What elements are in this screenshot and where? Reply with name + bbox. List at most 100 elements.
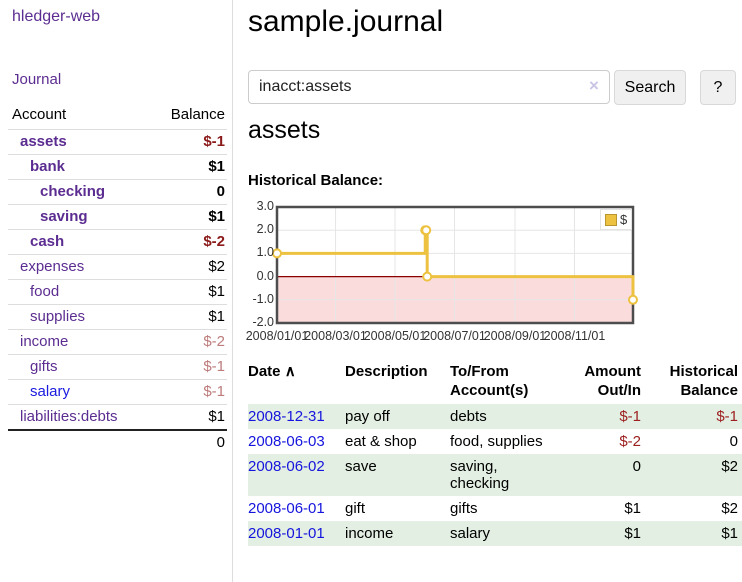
sidebar-account-balance: $1 [151, 404, 227, 430]
sidebar-account-link[interactable]: income [20, 333, 69, 350]
sidebar-account-row: saving $1 [8, 204, 227, 230]
sidebar-account-row: gifts $-1 [8, 354, 227, 380]
sidebar-account-row: liabilities:debts $1 [8, 404, 227, 430]
transaction-date-link[interactable]: 2008-01-01 [248, 525, 325, 542]
sidebar-account-link[interactable]: food [30, 283, 60, 300]
sidebar-account-row: income $-2 [8, 329, 227, 355]
register-cell-accounts: salary [450, 525, 491, 542]
register-row: 2008-06-02 save saving, checking 0 $2 [248, 454, 742, 496]
register-row: 2008-06-03 eat & shop food, supplies $-2 0 [248, 429, 742, 454]
register-header-balance: Historical Balance [669, 363, 738, 399]
register-cell-balance: $2 [721, 500, 738, 517]
transaction-date-link[interactable]: 2008-06-01 [248, 500, 325, 517]
sort-asc-icon: ∧ [284, 363, 296, 380]
sidebar-account-row: supplies $1 [8, 304, 227, 330]
sidebar-account-link[interactable]: liabilities:debts [20, 408, 118, 425]
y-axis-tick-label: 2.0 [256, 222, 274, 237]
sidebar-account-row: bank $1 [8, 154, 227, 180]
sidebar-account-balance: $-2 [151, 329, 227, 355]
register-cell-accounts: saving, checking [450, 458, 510, 492]
register-header-description: Description [345, 363, 428, 380]
transaction-date-link[interactable]: 2008-06-02 [248, 458, 325, 475]
sidebar-account-link[interactable]: checking [40, 183, 106, 200]
sidebar-account-balance: 0 [151, 179, 227, 205]
sidebar-account-link[interactable]: saving [40, 208, 88, 225]
chart-legend: $ [600, 209, 633, 230]
y-axis-tick-label: -1.0 [252, 291, 274, 306]
sidebar-item-journal[interactable]: Journal [12, 71, 62, 88]
register-cell-description: gift [345, 500, 366, 517]
x-axis-tick-label: 2008/03/01 [304, 329, 367, 343]
sidebar-account-link[interactable]: expenses [20, 258, 85, 275]
register-cell-balance: $1 [721, 525, 738, 542]
chart-title: Historical Balance: [248, 172, 384, 189]
y-axis-tick-label: -2.0 [252, 315, 274, 329]
clear-search-icon[interactable]: × [589, 76, 599, 95]
transaction-date-link[interactable]: 2008-06-03 [248, 433, 325, 450]
register-cell-date: 2008-06-03 [248, 429, 345, 454]
register-header-amount: Amount Out/In [584, 363, 641, 399]
register-header-date-label: Date [248, 363, 281, 380]
chart-canvas [272, 205, 638, 325]
x-axis-tick-label: 2008/09/01 [483, 329, 547, 343]
register-cell-balance: 0 [729, 433, 738, 450]
accounts-header-balance: Balance [170, 106, 225, 123]
data-point-marker [628, 294, 638, 305]
sidebar-account-row: expenses $2 [8, 254, 227, 280]
sidebar-account-link[interactable]: supplies [30, 308, 86, 325]
register-cell-accounts: gifts [450, 500, 478, 517]
accounts-header-account: Account [12, 106, 67, 123]
x-axis-tick-label: 2008/07/01 [423, 329, 486, 343]
register-cell-accounts: debts [450, 408, 487, 425]
register-row: 2008-12-31 pay off debts $-1 $-1 [248, 404, 742, 429]
sidebar-account-link[interactable]: assets [20, 133, 67, 150]
sidebar-account-link[interactable]: salary [30, 383, 71, 400]
search-button[interactable]: Search [614, 70, 686, 105]
sidebar-account-link[interactable]: cash [30, 233, 65, 250]
sidebar-account-balance: $-1 [151, 379, 227, 405]
legend-swatch-icon [605, 213, 617, 226]
sidebar-account-balance: $-2 [151, 229, 227, 255]
sidebar-account-link[interactable]: bank [30, 158, 66, 175]
sidebar-account-row: cash $-2 [8, 229, 227, 255]
sidebar-account-balance: $-1 [151, 129, 227, 155]
sidebar: hledger-web Journal Account Balance asse… [0, 0, 233, 582]
register-header-date[interactable]: Date ∧ [248, 358, 345, 404]
help-button[interactable]: ? [700, 70, 736, 105]
register-cell-date: 2008-12-31 [248, 404, 345, 429]
sidebar-account-balance: $-1 [151, 354, 227, 380]
register-row: 2008-01-01 income salary $1 $1 [248, 521, 742, 546]
accounts-total-row: 0 [8, 429, 227, 455]
register-cell-description: save [345, 458, 377, 475]
sidebar-account-row: food $1 [8, 279, 227, 305]
register-cell-description: eat & shop [345, 433, 417, 450]
page-title: sample.journal [248, 5, 444, 38]
search-bar: × Search ? [248, 70, 742, 106]
register-cell-accounts: food, supplies [450, 433, 543, 450]
register-cell-date: 2008-06-02 [248, 454, 345, 496]
register-row: 2008-06-01 gift gifts $1 $2 [248, 496, 742, 521]
data-point-marker [422, 271, 433, 282]
register-cell-balance: $2 [721, 458, 738, 475]
app-brand-link[interactable]: hledger-web [12, 8, 101, 25]
sidebar-account-row: assets $-1 [8, 129, 227, 155]
y-axis-tick-label: 0.0 [256, 268, 274, 283]
y-axis-tick-label: 1.0 [256, 245, 274, 260]
chart-frame [275, 205, 635, 325]
sidebar-account-balance: $1 [151, 154, 227, 180]
x-axis-tick-label: 2008/05/01 [363, 329, 427, 343]
data-point-marker [421, 225, 432, 236]
sidebar-account-row: checking 0 [8, 179, 227, 205]
register-cell-amount: 0 [632, 458, 641, 475]
sidebar-account-balance: $1 [151, 304, 227, 330]
register-header-accounts: To/From Account(s) [450, 363, 529, 399]
y-axis-tick-label: 3.0 [256, 199, 274, 213]
sidebar-account-link[interactable]: gifts [30, 358, 58, 375]
x-axis-tick-label: 2008/11/01 [543, 329, 606, 343]
register-header-row: Date ∧ Description To/From Account(s) Am… [248, 358, 742, 404]
register-cell-amount: $1 [624, 500, 641, 517]
search-input[interactable] [248, 70, 610, 104]
register-cell-amount: $-2 [619, 433, 641, 450]
transaction-date-link[interactable]: 2008-12-31 [248, 408, 325, 425]
register-cell-description: pay off [345, 408, 390, 425]
